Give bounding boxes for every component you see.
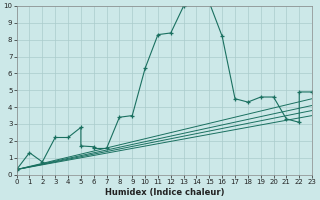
X-axis label: Humidex (Indice chaleur): Humidex (Indice chaleur): [105, 188, 224, 197]
